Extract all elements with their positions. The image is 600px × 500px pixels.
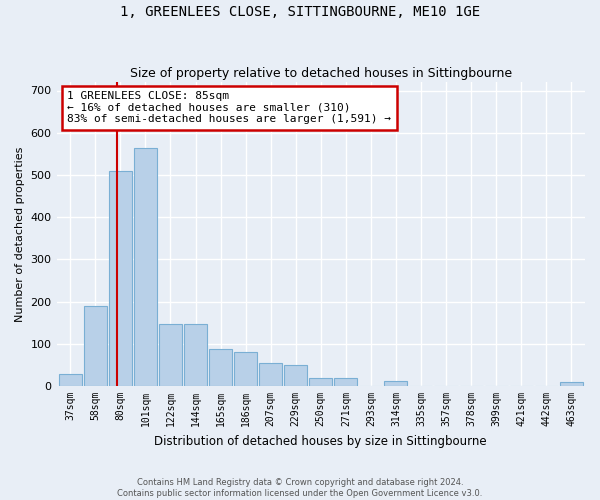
Bar <box>309 378 332 386</box>
Bar <box>234 352 257 386</box>
Bar <box>284 365 307 386</box>
X-axis label: Distribution of detached houses by size in Sittingbourne: Distribution of detached houses by size … <box>154 434 487 448</box>
Bar <box>184 324 207 386</box>
Bar <box>109 170 132 386</box>
Bar <box>134 148 157 386</box>
Bar <box>259 363 282 386</box>
Bar <box>560 382 583 386</box>
Bar <box>385 381 407 386</box>
Bar <box>334 378 358 386</box>
Bar <box>159 324 182 386</box>
Text: Contains HM Land Registry data © Crown copyright and database right 2024.
Contai: Contains HM Land Registry data © Crown c… <box>118 478 482 498</box>
Text: 1 GREENLEES CLOSE: 85sqm
← 16% of detached houses are smaller (310)
83% of semi-: 1 GREENLEES CLOSE: 85sqm ← 16% of detach… <box>67 91 391 124</box>
Y-axis label: Number of detached properties: Number of detached properties <box>15 146 25 322</box>
Bar <box>84 306 107 386</box>
Title: Size of property relative to detached houses in Sittingbourne: Size of property relative to detached ho… <box>130 66 512 80</box>
Bar <box>209 349 232 386</box>
Text: 1, GREENLEES CLOSE, SITTINGBOURNE, ME10 1GE: 1, GREENLEES CLOSE, SITTINGBOURNE, ME10 … <box>120 5 480 19</box>
Bar <box>59 374 82 386</box>
